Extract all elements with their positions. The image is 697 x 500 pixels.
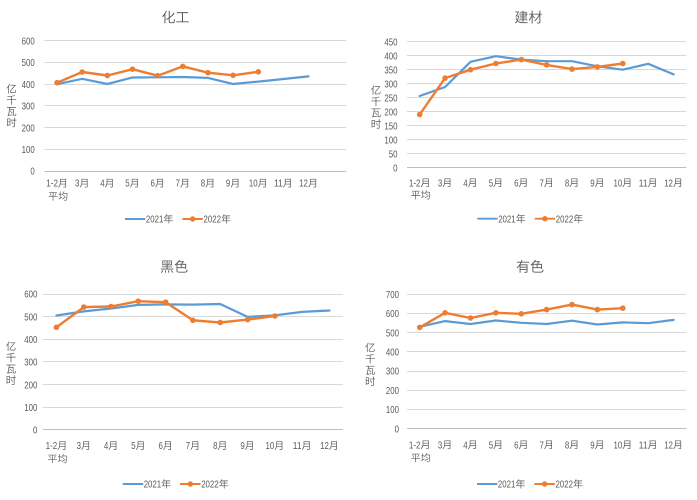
svg-text:8: 8 [565, 177, 569, 189]
svg-text:400: 400 [386, 347, 399, 359]
svg-text:6: 6 [151, 178, 155, 190]
svg-text:11: 11 [639, 439, 648, 451]
svg-text:10: 10 [249, 178, 258, 190]
svg-text:5: 5 [489, 177, 493, 189]
svg-text:100: 100 [24, 402, 37, 414]
svg-text:500: 500 [24, 311, 37, 323]
svg-text:7: 7 [540, 439, 544, 451]
svg-text:6: 6 [159, 440, 163, 452]
svg-text:400: 400 [22, 79, 35, 91]
svg-text:9: 9 [226, 178, 230, 190]
svg-text:500: 500 [22, 57, 35, 69]
svg-text:2021: 2021 [146, 214, 164, 226]
svg-text:450: 450 [384, 36, 397, 48]
svg-text:4: 4 [463, 177, 467, 189]
svg-text:1-2: 1-2 [409, 177, 421, 189]
svg-text:250: 250 [384, 92, 397, 104]
svg-text:1-2: 1-2 [46, 178, 58, 190]
svg-text:11: 11 [293, 440, 302, 452]
svg-text:2021: 2021 [144, 479, 162, 491]
svg-text:100: 100 [386, 404, 399, 416]
svg-text:400: 400 [384, 50, 397, 62]
svg-text:50: 50 [389, 149, 398, 161]
svg-text:0: 0 [30, 166, 34, 178]
svg-text:10: 10 [614, 439, 623, 451]
svg-text:1-2: 1-2 [46, 440, 58, 452]
svg-text:100: 100 [384, 135, 397, 147]
svg-text:2022: 2022 [556, 479, 574, 491]
svg-text:2021: 2021 [498, 213, 516, 225]
svg-text:200: 200 [384, 106, 397, 118]
svg-text:350: 350 [384, 64, 397, 76]
svg-text:8: 8 [565, 439, 569, 451]
svg-text:600: 600 [22, 36, 35, 48]
svg-text:100: 100 [22, 144, 35, 156]
svg-text:12: 12 [320, 440, 329, 452]
svg-text:150: 150 [384, 120, 397, 132]
svg-text:2022: 2022 [201, 479, 219, 491]
svg-text:10: 10 [614, 177, 623, 189]
svg-text:5: 5 [131, 440, 135, 452]
svg-text:300: 300 [386, 366, 399, 378]
svg-text:3: 3 [77, 440, 81, 452]
svg-text:3: 3 [75, 178, 79, 190]
svg-text:4: 4 [104, 440, 108, 452]
svg-text:200: 200 [24, 379, 37, 391]
svg-text:4: 4 [100, 178, 104, 190]
svg-text:5: 5 [489, 439, 493, 451]
svg-text:0: 0 [395, 423, 399, 435]
svg-text:7: 7 [176, 178, 180, 190]
svg-text:400: 400 [24, 334, 37, 346]
svg-text:3: 3 [438, 439, 442, 451]
svg-text:7: 7 [186, 440, 190, 452]
svg-text:200: 200 [386, 385, 399, 397]
svg-text:600: 600 [24, 289, 37, 301]
svg-text:6: 6 [514, 177, 518, 189]
svg-text:4: 4 [463, 439, 467, 451]
svg-text:9: 9 [240, 440, 244, 452]
svg-text:3: 3 [438, 177, 442, 189]
svg-text:200: 200 [22, 122, 35, 134]
svg-text:300: 300 [24, 357, 37, 369]
svg-text:12: 12 [664, 439, 673, 451]
svg-text:600: 600 [386, 308, 399, 320]
svg-text:9: 9 [590, 439, 594, 451]
svg-text:5: 5 [125, 178, 129, 190]
svg-text:1-2: 1-2 [409, 439, 421, 451]
svg-text:300: 300 [384, 78, 397, 90]
svg-text:0: 0 [33, 425, 37, 437]
svg-text:300: 300 [22, 101, 35, 113]
svg-text:9: 9 [590, 177, 594, 189]
svg-text:2022: 2022 [204, 214, 222, 226]
svg-text:6: 6 [514, 439, 518, 451]
svg-text:11: 11 [274, 178, 283, 190]
svg-text:700: 700 [386, 289, 399, 301]
svg-text:0: 0 [393, 163, 397, 175]
svg-text:8: 8 [201, 178, 205, 190]
svg-text:12: 12 [299, 178, 308, 190]
svg-text:2022: 2022 [556, 213, 574, 225]
svg-text:10: 10 [266, 440, 275, 452]
svg-text:8: 8 [213, 440, 217, 452]
svg-text:2021: 2021 [498, 479, 516, 491]
svg-text:12: 12 [664, 177, 673, 189]
svg-text:500: 500 [386, 327, 399, 339]
svg-text:11: 11 [639, 177, 648, 189]
svg-text:7: 7 [540, 177, 544, 189]
